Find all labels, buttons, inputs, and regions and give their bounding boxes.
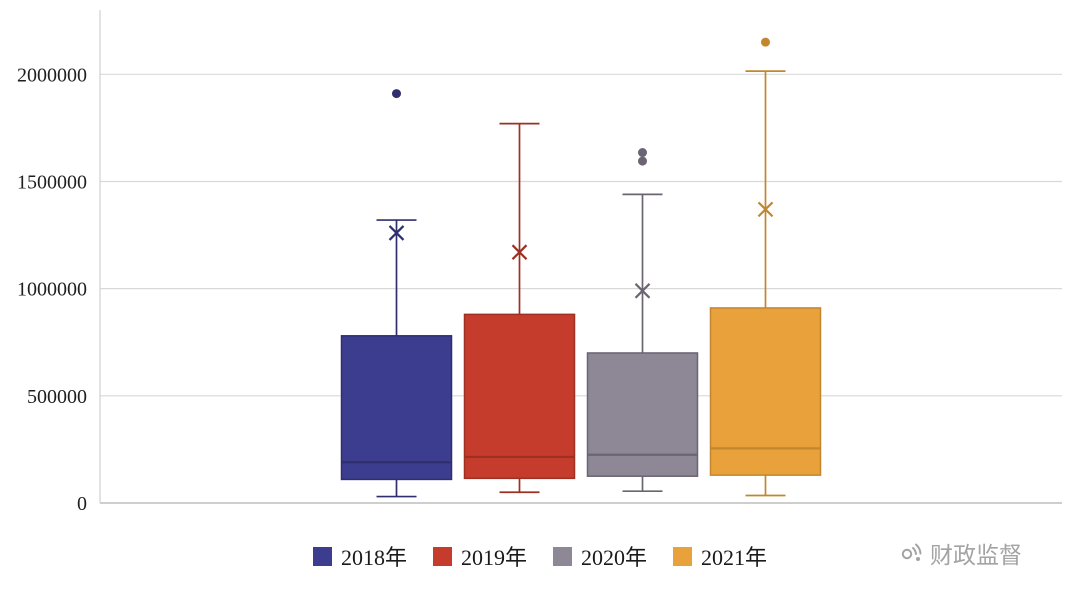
outlier-point-2020年 [638, 156, 647, 166]
watermark: 财政监督 [896, 536, 1022, 570]
mean-marker-2021年 [757, 201, 774, 218]
legend-item-2019: 2019年 [432, 540, 527, 572]
legend-label-2020: 2020年 [581, 545, 648, 570]
box-2019年 [463, 313, 576, 480]
outlier-point-2018年 [392, 89, 401, 99]
box-2020年 [586, 352, 699, 477]
legend-label-2021: 2021年 [701, 545, 768, 570]
y-tick-label: 0 [77, 493, 87, 515]
box-2021年 [709, 307, 822, 476]
legend-item-2018: 2018年 [312, 540, 407, 572]
legend-item-2020: 2020年 [553, 540, 647, 572]
outlier-point-2020年 [638, 148, 647, 158]
legend-item-2021: 2021年 [673, 540, 767, 572]
legend-swatch-2018 [312, 546, 332, 566]
y-tick-label: 2000000 [17, 64, 87, 86]
boxplot-svg: 0 500000 1000000 1500000 2000000 [17, 10, 1062, 515]
legend-label-2019: 2019年 [460, 545, 527, 570]
mean-marker-2019年 [511, 244, 528, 260]
box-2018年 [340, 335, 453, 481]
mean-marker-2020年 [634, 283, 651, 299]
legend-swatch-2021 [673, 546, 693, 566]
watermark-label: 财政监督 [930, 542, 1022, 568]
y-tick-label: 500000 [27, 386, 87, 408]
broadcast-icon [901, 543, 922, 561]
y-tick-label: 1000000 [17, 279, 87, 301]
legend: 2018年 2019年 2020年 2021年 [0, 540, 1080, 572]
legend-swatch-2020 [553, 546, 572, 566]
legend-swatch-2019 [432, 546, 452, 566]
y-tick-label: 1500000 [17, 171, 87, 193]
mean-marker-2018年 [388, 225, 405, 241]
outlier-point-2021年 [761, 37, 770, 47]
legend-label-2018: 2018年 [340, 545, 407, 570]
boxplot-chart: 0 500000 1000000 1500000 2000000 [17, 10, 1062, 515]
